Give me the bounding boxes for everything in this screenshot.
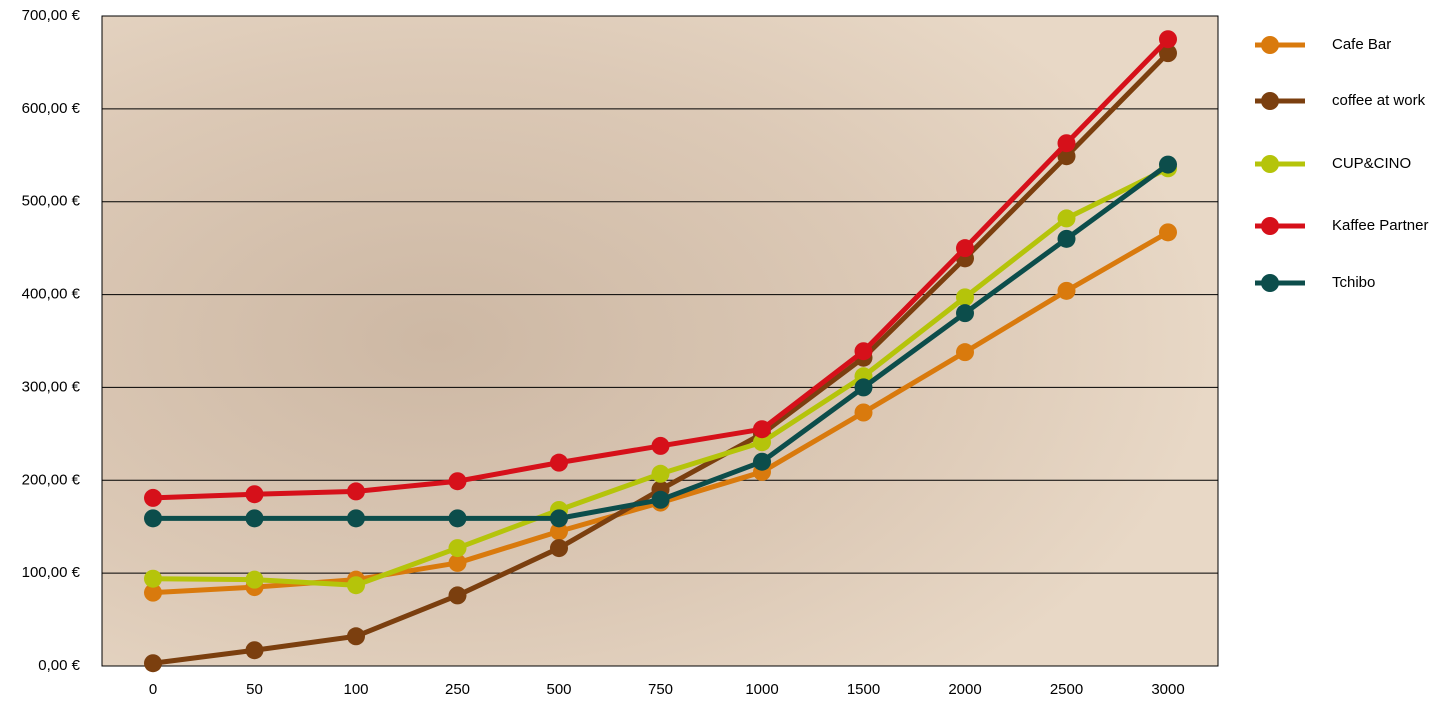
legend-marker (1261, 92, 1279, 110)
data-point (347, 576, 365, 594)
legend-label: Tchibo (1332, 274, 1375, 291)
data-point (855, 404, 873, 422)
data-point (449, 509, 467, 527)
x-tick-label: 3000 (1151, 681, 1184, 698)
data-point (449, 472, 467, 490)
data-point (652, 465, 670, 483)
x-tick-label: 0 (149, 681, 157, 698)
data-point (246, 509, 264, 527)
data-point (246, 485, 264, 503)
data-point (1058, 134, 1076, 152)
x-tick-label: 500 (546, 681, 571, 698)
data-point (1159, 30, 1177, 48)
y-tick-label: 400,00 € (22, 286, 81, 303)
y-tick-label: 0,00 € (38, 657, 80, 674)
data-point (347, 482, 365, 500)
x-tick-label: 250 (445, 681, 470, 698)
y-tick-label: 200,00 € (22, 471, 81, 488)
data-point (144, 654, 162, 672)
x-tick-label: 750 (648, 681, 673, 698)
data-point (550, 454, 568, 472)
data-point (753, 453, 771, 471)
legend-label: Kaffee Partner (1332, 217, 1428, 234)
y-tick-label: 500,00 € (22, 193, 81, 210)
data-point (550, 509, 568, 527)
data-point (652, 491, 670, 509)
x-tick-label: 100 (343, 681, 368, 698)
legend-marker (1261, 155, 1279, 173)
data-point (347, 627, 365, 645)
x-tick-label: 1500 (847, 681, 880, 698)
data-point (449, 586, 467, 604)
data-point (246, 571, 264, 589)
data-point (144, 570, 162, 588)
legend-marker (1261, 217, 1279, 235)
data-point (246, 641, 264, 659)
legend-label: Cafe Bar (1332, 36, 1391, 53)
data-point (753, 420, 771, 438)
data-point (144, 489, 162, 507)
data-point (956, 288, 974, 306)
legend-marker (1261, 36, 1279, 54)
x-tick-label: 50 (246, 681, 263, 698)
legend-label: CUP&CINO (1332, 155, 1411, 172)
y-tick-label: 700,00 € (22, 7, 81, 24)
data-point (449, 539, 467, 557)
chart: 0,00 € 100,00 € 200,00 € 300,00 € 400,00 € 50… (0, 0, 1439, 702)
data-point (144, 509, 162, 527)
plot-background (102, 16, 1218, 666)
data-point (1159, 223, 1177, 241)
y-tick-label: 300,00 € (22, 378, 81, 395)
data-point (855, 378, 873, 396)
data-point (1058, 282, 1076, 300)
legend-marker (1261, 274, 1279, 292)
data-point (1058, 230, 1076, 248)
data-point (652, 437, 670, 455)
data-point (1058, 209, 1076, 227)
legend-label: coffee at work (1332, 92, 1426, 109)
data-point (550, 539, 568, 557)
data-point (1159, 156, 1177, 174)
data-point (855, 342, 873, 360)
x-tick-label: 2000 (948, 681, 981, 698)
data-point (956, 304, 974, 322)
x-tick-label: 1000 (745, 681, 778, 698)
data-point (956, 239, 974, 257)
data-point (347, 509, 365, 527)
x-tick-label: 2500 (1050, 681, 1083, 698)
y-tick-label: 100,00 € (22, 564, 81, 581)
y-tick-label: 600,00 € (22, 100, 81, 117)
data-point (956, 343, 974, 361)
